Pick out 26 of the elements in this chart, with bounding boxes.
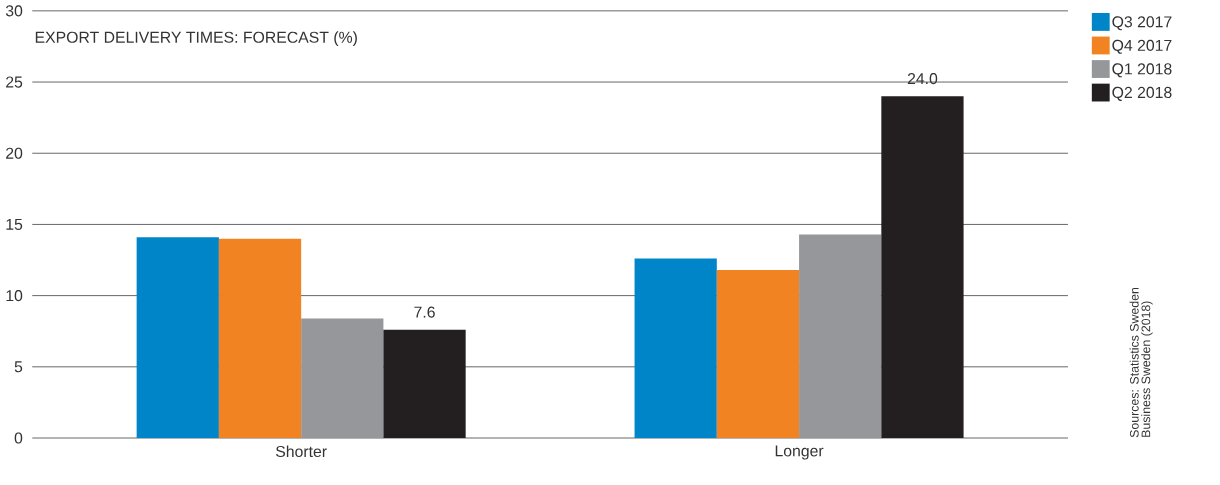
text: Business Sweden (2018)	[1141, 301, 1153, 437]
bar	[218, 238, 302, 439]
bar	[799, 234, 882, 439]
y-tick-label: 30	[5, 5, 23, 17]
data-label: 7.6	[414, 306, 435, 318]
legend-label: Q3 2017	[1112, 16, 1172, 31]
bar	[383, 329, 466, 439]
y-tick-label: 20	[6, 147, 23, 159]
text: EXPORT DELIVERY TIMES: FORECAST (%)	[35, 31, 357, 46]
bar	[634, 258, 717, 439]
y-tick-label: 25	[6, 76, 23, 88]
data-label: 24.0	[907, 73, 938, 85]
y-tick-label: 5	[14, 361, 23, 373]
bar	[716, 269, 800, 439]
bar	[301, 318, 384, 439]
legend-label: Q4 2017	[1112, 39, 1172, 54]
x-tick-label: Longer	[775, 445, 824, 460]
x-tick-label: Shorter	[275, 445, 327, 458]
bar	[881, 96, 964, 439]
legend-label: Q1 2018	[1112, 63, 1172, 78]
y-tick-label: 0	[14, 432, 23, 444]
legend-label: Q2 2018	[1112, 86, 1172, 101]
y-tick-label: 10	[6, 290, 23, 302]
bar	[136, 237, 219, 439]
source-note: Sources: Statistics Sweden	[1129, 287, 1139, 438]
y-tick-label: 15	[6, 218, 23, 230]
